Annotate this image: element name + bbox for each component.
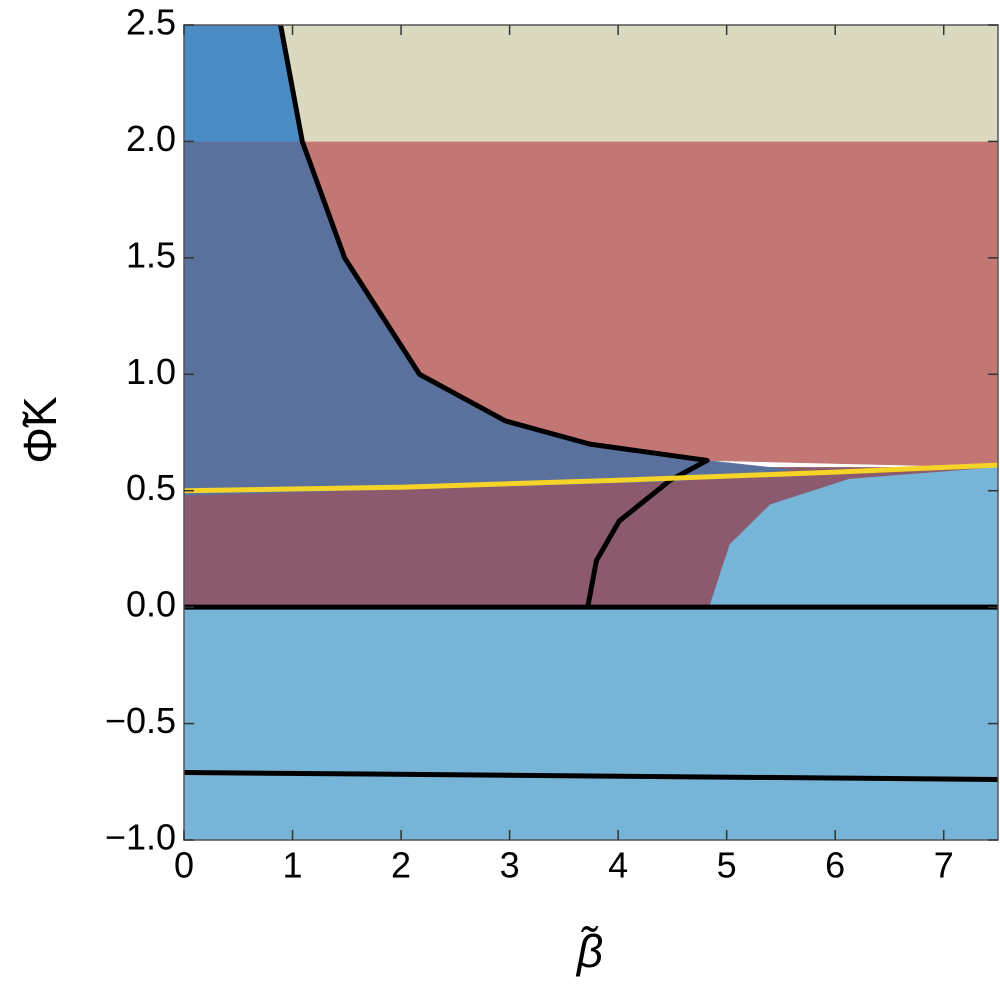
y-tick-label: 0.0 (126, 584, 176, 625)
y-tick-label: −0.5 (105, 700, 176, 741)
x-tick-label: 6 (825, 845, 845, 886)
y-tick-label: 1.5 (126, 234, 176, 275)
y-tick-label: 1.0 (126, 351, 176, 392)
x-tick-label: 4 (608, 845, 628, 886)
region (280, 24, 999, 142)
x-tick-label: 2 (391, 845, 411, 886)
y-tick-label: −1.0 (105, 817, 176, 858)
region (183, 606, 999, 841)
y-axis-title: Φ̃K (14, 396, 66, 464)
x-tick-label: 5 (717, 845, 737, 886)
y-tick-label: 2.0 (126, 118, 176, 159)
x-axis-title: β̃ (575, 925, 603, 977)
curve (183, 769, 999, 782)
curve (278, 24, 710, 608)
x-tick-label: 1 (283, 845, 303, 886)
x-tick-label: 7 (934, 845, 954, 886)
y-tick-label: 0.5 (126, 467, 176, 508)
y-tick-label: 2.5 (126, 2, 176, 43)
x-tick-label: 3 (500, 845, 520, 886)
plot-frame (183, 24, 999, 841)
curve (183, 462, 999, 494)
x-tick-label: 0 (174, 845, 194, 886)
